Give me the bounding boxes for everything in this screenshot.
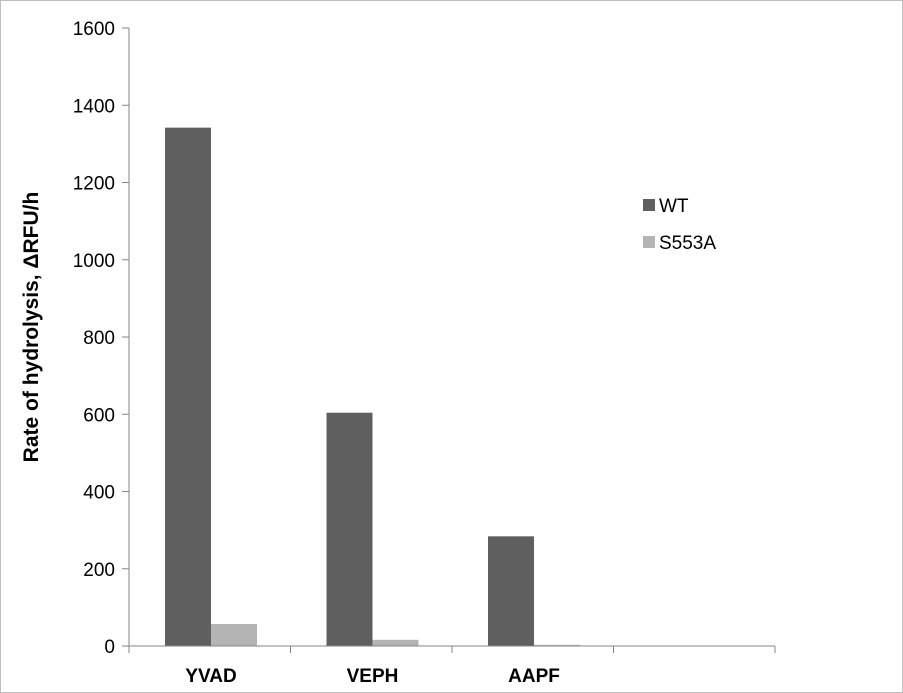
bar-s553a-aapf (534, 644, 580, 646)
bar-wt-aapf (488, 536, 534, 646)
y-tick-label: 1000 (73, 251, 115, 272)
y-tick-label: 1600 (73, 19, 115, 40)
bar-wt-yvad (165, 127, 211, 647)
legend: WT S553A (643, 196, 716, 254)
legend-swatch-wt (643, 199, 655, 211)
legend-label-wt: WT (659, 196, 689, 217)
y-axis-label: Rate of hydrolysis, ΔRFU/h (20, 192, 43, 463)
y-ticks: 0 200 400 600 800 1000 1200 1400 1600 (73, 19, 129, 658)
bar-wt-veph (326, 412, 373, 646)
bar-s553a-veph (372, 639, 419, 646)
legend-label-s553a: S553A (659, 233, 716, 254)
bar-s553a-yvad (211, 623, 257, 646)
y-tick-label: 1400 (73, 96, 115, 117)
x-ticks: YVAD VEPH AAPF (128, 646, 776, 687)
x-category-label: YVAD (185, 666, 236, 687)
y-tick-label: 400 (83, 483, 115, 504)
x-category-label: VEPH (347, 666, 399, 687)
bars-layer (165, 127, 580, 647)
y-tick-label: 1200 (73, 174, 115, 195)
y-tick-label: 200 (83, 560, 115, 581)
legend-swatch-s553a (643, 236, 655, 248)
y-tick-label: 0 (104, 637, 115, 658)
x-category-label: AAPF (508, 666, 560, 687)
y-tick-label: 800 (83, 328, 115, 349)
y-tick-label: 600 (83, 405, 115, 426)
